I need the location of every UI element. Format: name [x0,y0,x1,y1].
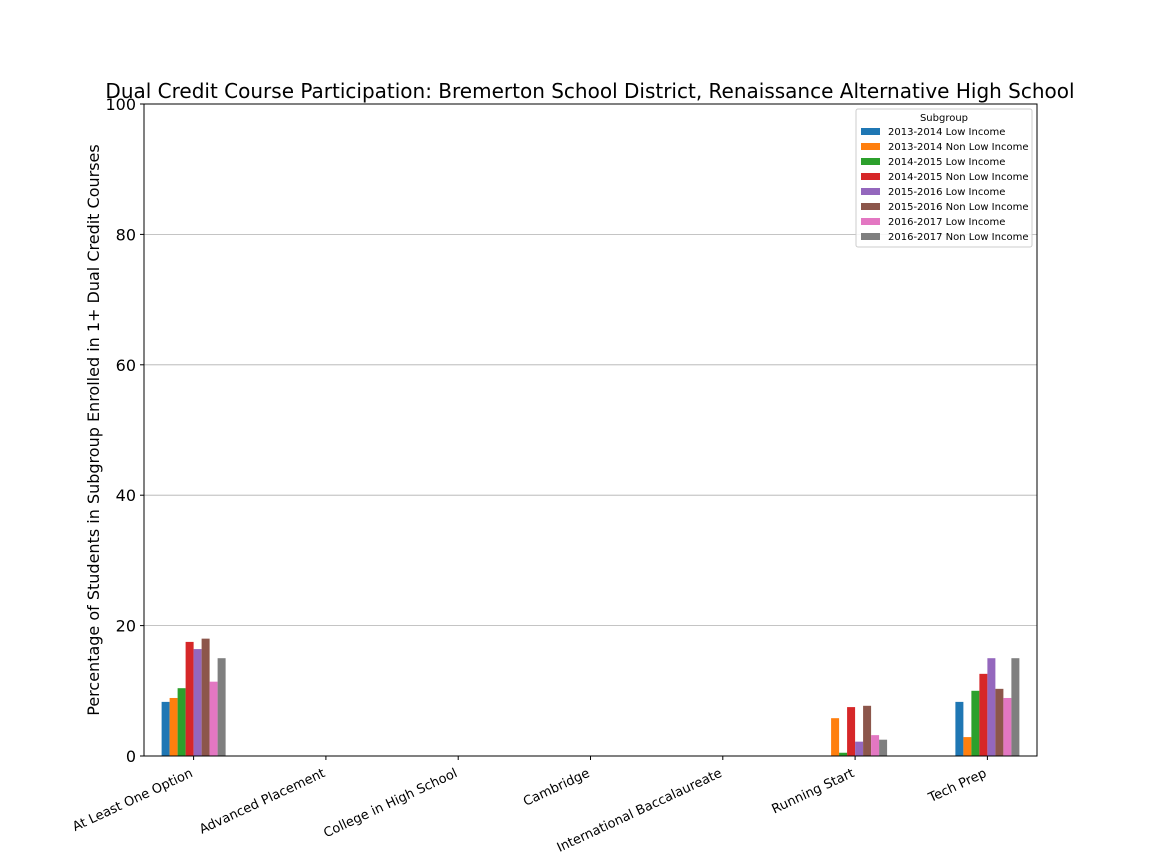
legend-swatch [861,143,880,150]
legend-label: 2015-2016 Low Income [888,187,1005,198]
bar-series [193,649,996,756]
bar-series-group [161,638,1020,756]
x-axis-ticks: At Least One Option Advanced PlacementCol… [70,756,989,856]
bar [995,688,1004,756]
bar [185,641,194,756]
legend: Subgroup 2013-2014 Low Income 2013-2014 N… [855,108,1033,248]
chart-title: Dual Credit Course Participation: Bremer… [105,79,1074,103]
y-gridlines [144,233,1037,626]
bar [201,638,210,756]
bar [839,752,848,756]
legend-item: 2014-2015 Low Income [861,157,1005,168]
legend-swatch [861,188,880,195]
bar [871,735,880,756]
x-tick-label: College in High School [321,766,459,841]
bar-series [217,658,1020,756]
legend-swatch [861,128,880,135]
y-tick-label: 100 [105,95,136,114]
bar [209,681,218,756]
bar-series [169,697,972,756]
bar [879,739,888,756]
bar [177,688,186,756]
bar [1003,697,1012,756]
legend-box [855,108,1033,248]
bar-series [209,681,1012,756]
bar-series [185,641,988,756]
x-tick-label: Running Start [770,766,857,817]
bar [193,649,202,756]
bar [217,658,226,756]
legend-swatch [861,233,880,240]
bar [971,690,980,756]
legend-title: Subgroup [920,113,968,124]
legend-swatch [861,158,880,165]
bar [831,718,840,756]
x-tick-label: At Least One Option [70,766,195,835]
legend-item: 2013-2014 Low Income [861,127,1005,138]
legend-swatch [861,218,880,225]
bar [855,741,864,756]
legend-item: 2015-2016 Non Low Income [861,202,1028,213]
legend-label: 2013-2014 Non Low Income [888,142,1028,153]
legend-item: 2016-2017 Low Income [861,217,1005,228]
x-tick-label: Advanced Placement [197,766,327,837]
y-tick-label: 20 [116,617,136,636]
legend-item: 2016-2017 Non Low Income [861,232,1028,243]
legend-label: 2016-2017 Non Low Income [888,232,1028,243]
legend-swatch [861,173,880,180]
bar [1011,658,1020,756]
bar [161,701,170,756]
y-axis-ticks: 0 20 40 60 80 100 [105,95,144,766]
y-tick-label: 80 [116,225,136,244]
y-tick-label: 0 [126,747,136,766]
bar [847,707,856,756]
x-tick-label: Tech Prep [925,766,989,806]
bar [963,737,972,756]
bar-series [201,638,1004,756]
bar [979,673,988,756]
bar [863,705,872,756]
legend-label: 2016-2017 Low Income [888,217,1005,228]
y-axis-label: Percentage of Students in Subgroup Enrol… [84,144,103,715]
bar-series [177,688,980,756]
legend-label: 2014-2015 Low Income [888,157,1005,168]
legend-label: 2014-2015 Non Low Income [888,172,1028,183]
legend-label: 2015-2016 Non Low Income [888,202,1028,213]
y-tick-label: 40 [116,486,136,505]
x-tick-label: Cambridge [521,766,592,810]
legend-items: 2013-2014 Low Income 2013-2014 Non Low In… [861,127,1028,243]
bar [987,658,996,756]
legend-item: 2013-2014 Non Low Income [861,142,1028,153]
legend-label: 2013-2014 Low Income [888,127,1005,138]
legend-swatch [861,203,880,210]
bar [955,701,964,756]
bar-series [161,701,964,756]
legend-item: 2015-2016 Low Income [861,187,1005,198]
y-tick-label: 60 [116,356,136,375]
bar [169,697,178,756]
legend-item: 2014-2015 Non Low Income [861,172,1028,183]
